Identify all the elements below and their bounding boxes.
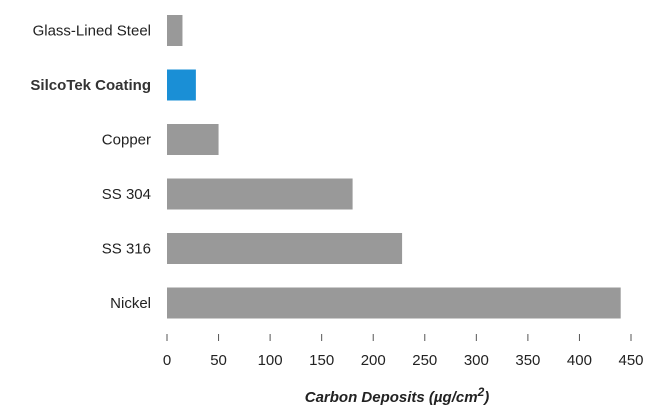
category-labels: Glass-Lined Steel SilcoTek Coating Copper S… xyxy=(30,23,151,313)
bar-nickel xyxy=(167,287,621,319)
x-tick-label-0: 0 xyxy=(163,352,171,369)
x-axis-title: Carbon Deposits (µg/cm2) xyxy=(305,385,490,406)
x-tick-label-450: 450 xyxy=(618,352,643,369)
x-tick-label-100: 100 xyxy=(258,352,283,369)
category-label-nickel: Nickel xyxy=(110,295,151,312)
bar-glass-lined-steel xyxy=(167,15,183,46)
x-tick-label-250: 250 xyxy=(412,352,437,369)
x-tick-label-350: 350 xyxy=(515,352,540,369)
bar-copper xyxy=(167,124,219,155)
bars-group xyxy=(167,15,621,319)
x-tick-label-300: 300 xyxy=(464,352,489,369)
category-label-silcotek-coating: SilcoTek Coating xyxy=(30,77,151,94)
x-tick-label-50: 50 xyxy=(210,352,227,369)
bar-silcotek-coating xyxy=(167,69,196,101)
bar-ss-304 xyxy=(167,178,353,210)
x-tick-label-400: 400 xyxy=(567,352,592,369)
x-tick-label-150: 150 xyxy=(309,352,334,369)
category-label-ss-304: SS 304 xyxy=(102,186,151,203)
x-tick-label-200: 200 xyxy=(361,352,386,369)
category-label-glass-lined-steel: Glass-Lined Steel xyxy=(33,23,151,40)
category-label-ss-316: SS 316 xyxy=(102,241,151,258)
bar-ss-316 xyxy=(167,233,403,264)
category-label-copper: Copper xyxy=(102,132,151,149)
x-axis-ticks: 0 50 100 150 200 250 300 350 400 450 xyxy=(163,334,644,369)
